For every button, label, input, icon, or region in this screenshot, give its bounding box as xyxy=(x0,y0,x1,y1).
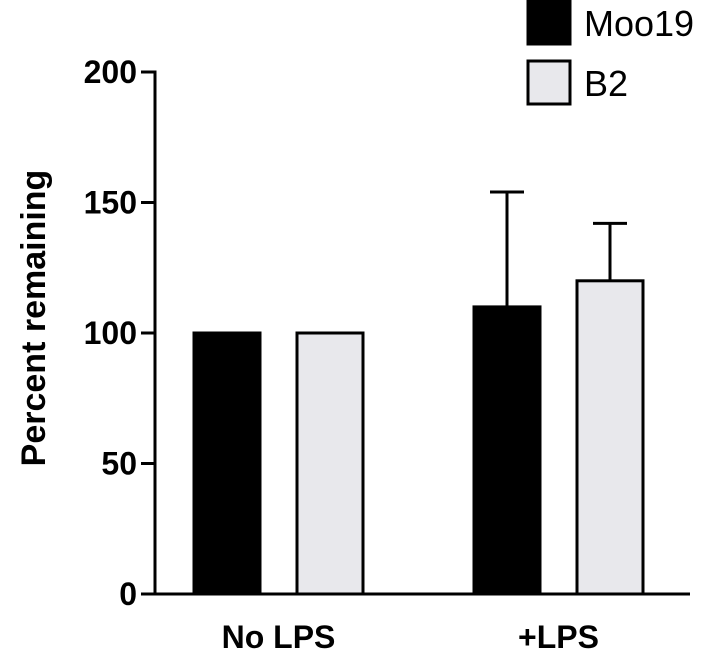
bar-moo19-no-lps xyxy=(192,331,262,596)
y-tick-label: 50 xyxy=(101,446,137,482)
legend: Moo19 B2 xyxy=(526,0,694,106)
y-tick-label: 0 xyxy=(119,576,137,612)
y-tick-label: 200 xyxy=(84,54,137,90)
bar-b2-no-lps xyxy=(295,331,365,596)
y-tick-label: 150 xyxy=(84,185,137,221)
legend-swatch-moo19 xyxy=(526,0,572,46)
legend-label-moo19: Moo19 xyxy=(584,3,694,44)
legend-swatch-b2 xyxy=(526,59,572,106)
bar-moo19-lps xyxy=(472,305,542,596)
plot-area: No LPS +LPS 0 50 100 150 200 xyxy=(84,54,690,650)
bar-b2-lps xyxy=(575,279,645,596)
y-axis-title: Percent remaining xyxy=(15,170,53,467)
y-tick-label: 100 xyxy=(84,315,137,351)
legend-label-b2: B2 xyxy=(584,63,628,104)
x-tick-label: +LPS xyxy=(518,619,599,650)
x-tick-label: No LPS xyxy=(222,619,336,650)
